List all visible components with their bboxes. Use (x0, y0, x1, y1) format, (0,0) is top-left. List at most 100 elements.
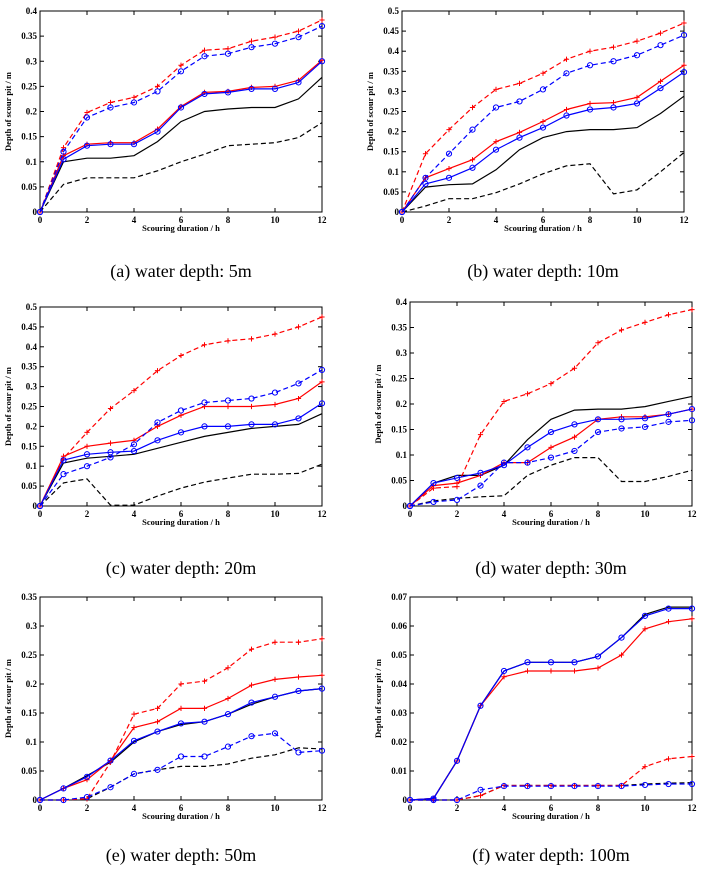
y-tick-label: 0.05 (383, 187, 399, 197)
data-point (318, 22, 326, 30)
y-tick-label: 0.1 (388, 167, 400, 177)
data-point (430, 796, 437, 804)
y-tick-label: 0.2 (388, 127, 400, 137)
x-tick-label: 10 (271, 509, 281, 519)
data-point (453, 757, 461, 764)
data-point (248, 421, 255, 428)
series-line (401, 152, 685, 213)
series-1 (40, 747, 323, 801)
y-tick-label: 0.5 (388, 6, 400, 16)
data-point (610, 58, 617, 65)
data-point (493, 86, 499, 92)
data-point (318, 685, 326, 692)
data-point (563, 112, 570, 119)
data-point (634, 94, 640, 101)
x-tick-label: 10 (271, 803, 281, 813)
data-point (633, 52, 641, 59)
x-tick-label: 8 (596, 509, 601, 519)
series-5 (36, 366, 326, 510)
x-tick-label: 0 (408, 803, 413, 813)
data-point (492, 146, 500, 153)
y-tick-label: 0.1 (396, 450, 408, 460)
data-point (398, 208, 406, 216)
x-tick-label: 6 (549, 803, 554, 813)
y-tick-label: 0.05 (391, 476, 407, 486)
data-point (248, 38, 255, 44)
data-point (154, 437, 161, 444)
data-point (422, 180, 429, 187)
series-5 (398, 32, 688, 216)
chart-panel-5: 0 2 4 6 8 10 12 0 0.01 0.02 0.03 0.04 0.05 0.06 0.07 Sc… (373, 592, 697, 866)
data-point (177, 407, 185, 414)
data-point (107, 440, 114, 446)
data-point (319, 314, 325, 320)
data-point (107, 757, 114, 764)
data-point (680, 69, 688, 76)
y-tick-label: 0.2 (26, 421, 38, 431)
data-point (681, 20, 687, 26)
y-tick-label: 0.25 (21, 650, 37, 660)
x-tick-label: 2 (85, 509, 90, 519)
data-point (272, 331, 278, 337)
data-point (271, 85, 279, 92)
data-point (587, 100, 593, 107)
data-point (224, 743, 232, 750)
x-axis-label: Scouring duration / h (142, 517, 220, 527)
y-tick-label: 0.2 (396, 399, 408, 409)
data-point (154, 419, 161, 426)
y-tick-label: 0.35 (21, 362, 37, 372)
x-tick-label: 10 (641, 509, 651, 519)
series-0 (409, 606, 692, 801)
x-tick-label: 2 (455, 509, 460, 519)
data-point (225, 403, 231, 410)
data-point (524, 459, 531, 466)
series-line (401, 71, 685, 213)
series-1 (39, 463, 323, 507)
data-point (154, 83, 161, 89)
data-point (524, 668, 531, 674)
y-tick-label: 0.25 (21, 81, 37, 91)
data-point (446, 165, 452, 172)
series-line (39, 688, 323, 801)
data-point (224, 423, 232, 430)
y-tick-label: 0 (33, 501, 38, 511)
data-point (516, 80, 523, 86)
x-tick-label: 0 (38, 803, 43, 813)
data-point (618, 782, 625, 790)
data-point (642, 319, 648, 325)
data-point (271, 40, 279, 47)
data-point (547, 428, 555, 436)
data-point (107, 784, 114, 791)
data-point (248, 682, 255, 688)
data-point (665, 780, 672, 788)
panel-caption: (c) water depth: 20m (106, 558, 256, 579)
data-point (469, 164, 476, 171)
data-point (492, 104, 500, 111)
data-point (657, 30, 664, 36)
series-2 (407, 616, 695, 803)
data-point (453, 474, 461, 482)
data-point (641, 415, 649, 422)
data-point (501, 398, 507, 405)
series-0 (409, 395, 693, 507)
data-point (610, 104, 617, 111)
data-point (318, 366, 326, 373)
series-4 (398, 69, 688, 216)
series-line (409, 419, 693, 507)
y-axis-label: Depth of scour pit / m (365, 72, 375, 151)
data-point (272, 34, 278, 40)
data-point (201, 53, 208, 60)
data-point (248, 699, 255, 706)
data-point (477, 702, 484, 709)
data-point (224, 711, 232, 718)
data-point (571, 434, 578, 440)
y-tick-label: 0.35 (21, 31, 37, 41)
x-tick-label: 10 (271, 215, 281, 225)
data-point (272, 401, 278, 408)
data-point (594, 653, 602, 660)
data-point (83, 451, 91, 458)
series-line (401, 34, 685, 213)
series-3 (37, 17, 325, 215)
panel-caption: (a) water depth: 5m (110, 261, 251, 282)
